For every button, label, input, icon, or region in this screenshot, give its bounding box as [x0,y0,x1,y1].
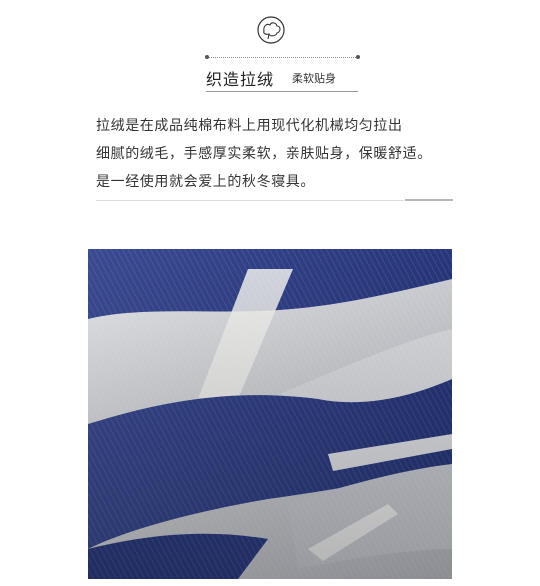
title-top-rule [206,57,358,58]
rule-dot-right [356,55,360,59]
title-underline [206,91,358,92]
section-subtitle: 柔软贴身 [292,72,336,85]
section-title: 织造拉绒 [206,70,275,89]
divider-line [96,200,404,201]
brushed-fabric-photo [88,249,452,579]
description-line: 拉绒是在成品纯棉布料上用现代化机械均匀拉出 [96,118,403,134]
divider-accent [405,199,453,201]
rule-dot-left [205,55,209,59]
description-line: 细腻的绒毛，手感厚实柔软，亲肤贴身，保暖舒适。 [96,146,432,162]
description-line: 是一经使用就会爱上的秋冬寝具。 [96,174,315,190]
cotton-boll-icon [257,16,285,44]
description-paragraph: 拉绒是在成品纯棉布料上用现代化机械均匀拉出 细腻的绒毛，手感厚实柔软，亲肤贴身，… [96,112,456,196]
